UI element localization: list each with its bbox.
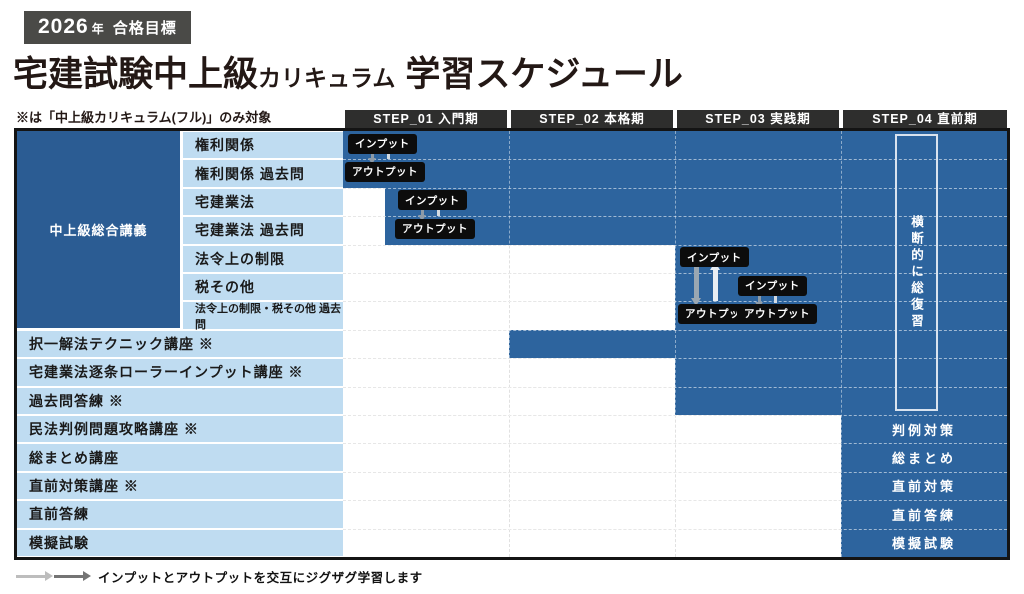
row-label: 権利関係 — [183, 132, 343, 159]
row-label: 宅建業法 過去問 — [183, 217, 343, 244]
row-gridline — [343, 528, 1007, 530]
gantt-bar: 直前対策 — [841, 471, 1007, 501]
row-label: 過去問答練 ※ — [17, 387, 343, 414]
column-header-step1: STEP_01 入門期 — [345, 110, 507, 128]
badge-goal: 合格目標 — [112, 20, 177, 37]
row-gridline — [343, 216, 1007, 218]
year-goal-badge: 2026 年 合格目標 — [24, 11, 191, 44]
row-label: 直前対策講座 ※ — [17, 472, 343, 500]
row-label-text: 過去問答練 ※ — [29, 392, 124, 409]
row-gridline — [343, 329, 1007, 331]
row-label: 総まとめ講座 — [17, 444, 343, 471]
schedule-grid: 中上級総合講義 権利関係権利関係 過去問 宅建業法宅建業法 過去問 法令上の制限 税そ… — [14, 128, 1010, 560]
badge-year: 2026 — [38, 15, 89, 38]
row-gridline — [343, 187, 1007, 189]
gantt-bar: 直前答練 — [841, 500, 1007, 529]
row-label-text: 法令上の制限・税その他 過去問 — [195, 302, 342, 331]
row-label-text: 直前対策講座 ※ — [29, 477, 139, 494]
row-label-text: 法令上の制限 — [195, 250, 285, 267]
row-label: 宅建業法逐条ローラーインプット講座 ※ — [17, 359, 343, 386]
row-label-column: 中上級総合講義 権利関係権利関係 過去問 宅建業法宅建業法 過去問 法令上の制限 税そ… — [17, 131, 343, 557]
column-header-step3: STEP_03 実践期 — [677, 110, 839, 128]
row-gridline — [343, 443, 1007, 445]
bar-label: 総まとめ — [891, 451, 956, 467]
title-main: 宅建試験中上級 — [13, 55, 259, 94]
row-gridline — [343, 244, 1007, 246]
gantt-bar: 判例対策 — [841, 415, 1007, 444]
row-label-text: 総まとめ講座 — [29, 449, 119, 466]
gantt-bar — [384, 187, 1007, 217]
row-label-text: 宅建業法逐条ローラーインプット講座 ※ — [29, 364, 304, 381]
group-cell-comprehensive-course: 中上級総合講義 — [17, 131, 180, 328]
column-gridline — [841, 131, 842, 557]
row-label: 法令上の制限・税その他 過去問 — [183, 302, 343, 331]
gantt-bar: 模擬試験 — [841, 528, 1007, 557]
cross-review-label: 横断的に総復習 — [909, 214, 923, 331]
gantt-bar — [675, 273, 1007, 302]
input-tag: インプット — [398, 190, 467, 211]
output-tag: アウトプット — [345, 161, 425, 182]
gantt-bar — [509, 329, 1007, 359]
legend-dark-arrow-icon — [54, 570, 91, 581]
bar-label: 判例対策 — [891, 422, 956, 438]
gantt-bar — [675, 386, 1007, 415]
row-label: 直前答練 — [17, 501, 343, 528]
title-sub: カリキュラム — [258, 65, 396, 91]
row-label: 権利関係 過去問 — [183, 160, 343, 187]
row-label: 税その他 — [183, 274, 343, 301]
row-label-text: 権利関係 — [195, 137, 255, 154]
row-gridline — [343, 358, 1007, 360]
row-label-text: 民法判例問題攻略講座 ※ — [29, 421, 199, 438]
row-label-text: 宅建業法 — [195, 193, 255, 210]
badge-year-suffix: 年 — [91, 22, 104, 36]
bar-label: 直前答練 — [891, 507, 956, 523]
row-gridline — [343, 301, 1007, 303]
output-tag: アウトプット — [395, 218, 475, 239]
row-label: 民法判例問題攻略講座 ※ — [17, 416, 343, 443]
cross-review-box: 横断的に総復習 — [895, 134, 938, 411]
row-gridline — [343, 273, 1007, 274]
gantt-bar: 総まとめ — [841, 443, 1007, 472]
input-tag: インプット — [680, 247, 749, 268]
row-gridline — [343, 471, 1007, 473]
row-label-text: 択一解法テクニック講座 ※ — [29, 335, 214, 352]
title-tail: 学習スケジュール — [405, 55, 683, 94]
row-label: 宅建業法 — [183, 188, 343, 216]
row-label-text: 権利関係 過去問 — [195, 165, 305, 182]
row-gridline — [343, 415, 1007, 416]
footnote-scope-note: ※は「中上級カリキュラム(フル)」のみ対象 — [16, 110, 272, 125]
row-label-text: 税その他 — [195, 279, 255, 296]
gantt-bar — [675, 358, 1007, 387]
legend-text: インプットとアウトプットを交互にジグザグ学習します — [98, 570, 423, 585]
page-title: 宅建試験中上級 カリキュラム 学習スケジュール — [13, 46, 683, 97]
row-label: 法令上の制限 — [183, 245, 343, 272]
column-gridline — [509, 131, 510, 557]
legend: インプットとアウトプットを交互にジグザグ学習します — [16, 567, 423, 585]
row-label: 択一解法テクニック講座 ※ — [17, 330, 343, 358]
column-gridline — [675, 131, 676, 557]
bar-label: 模擬試験 — [891, 536, 956, 552]
row-gridline — [343, 386, 1007, 388]
row-label-text: 模擬試験 — [29, 534, 89, 551]
input-tag: インプット — [738, 275, 807, 296]
gantt-area: 横断的に総復習 判例対策 総まとめ 直前対策 直前答練 模擬試験 インプット アウトプットイ… — [343, 131, 1007, 557]
row-label-text: 宅建業法 過去問 — [195, 222, 305, 239]
column-header-step4: STEP_04 直前期 — [843, 110, 1007, 128]
step-column-headers: STEP_01 入門期 STEP_02 本格期 STEP_03 実践期 STEP… — [343, 110, 1007, 128]
column-header-step2: STEP_02 本格期 — [511, 110, 673, 128]
row-gridline — [343, 159, 1007, 161]
output-tag: アウトプット — [737, 303, 817, 324]
bar-label: 直前対策 — [891, 479, 956, 495]
row-label: 模擬試験 — [17, 529, 343, 556]
input-tag: インプット — [348, 133, 417, 154]
gantt-bar — [384, 216, 1007, 245]
row-gridline — [343, 500, 1007, 502]
row-label-text: 直前答練 — [29, 506, 89, 523]
legend-light-arrow-icon — [16, 570, 53, 581]
